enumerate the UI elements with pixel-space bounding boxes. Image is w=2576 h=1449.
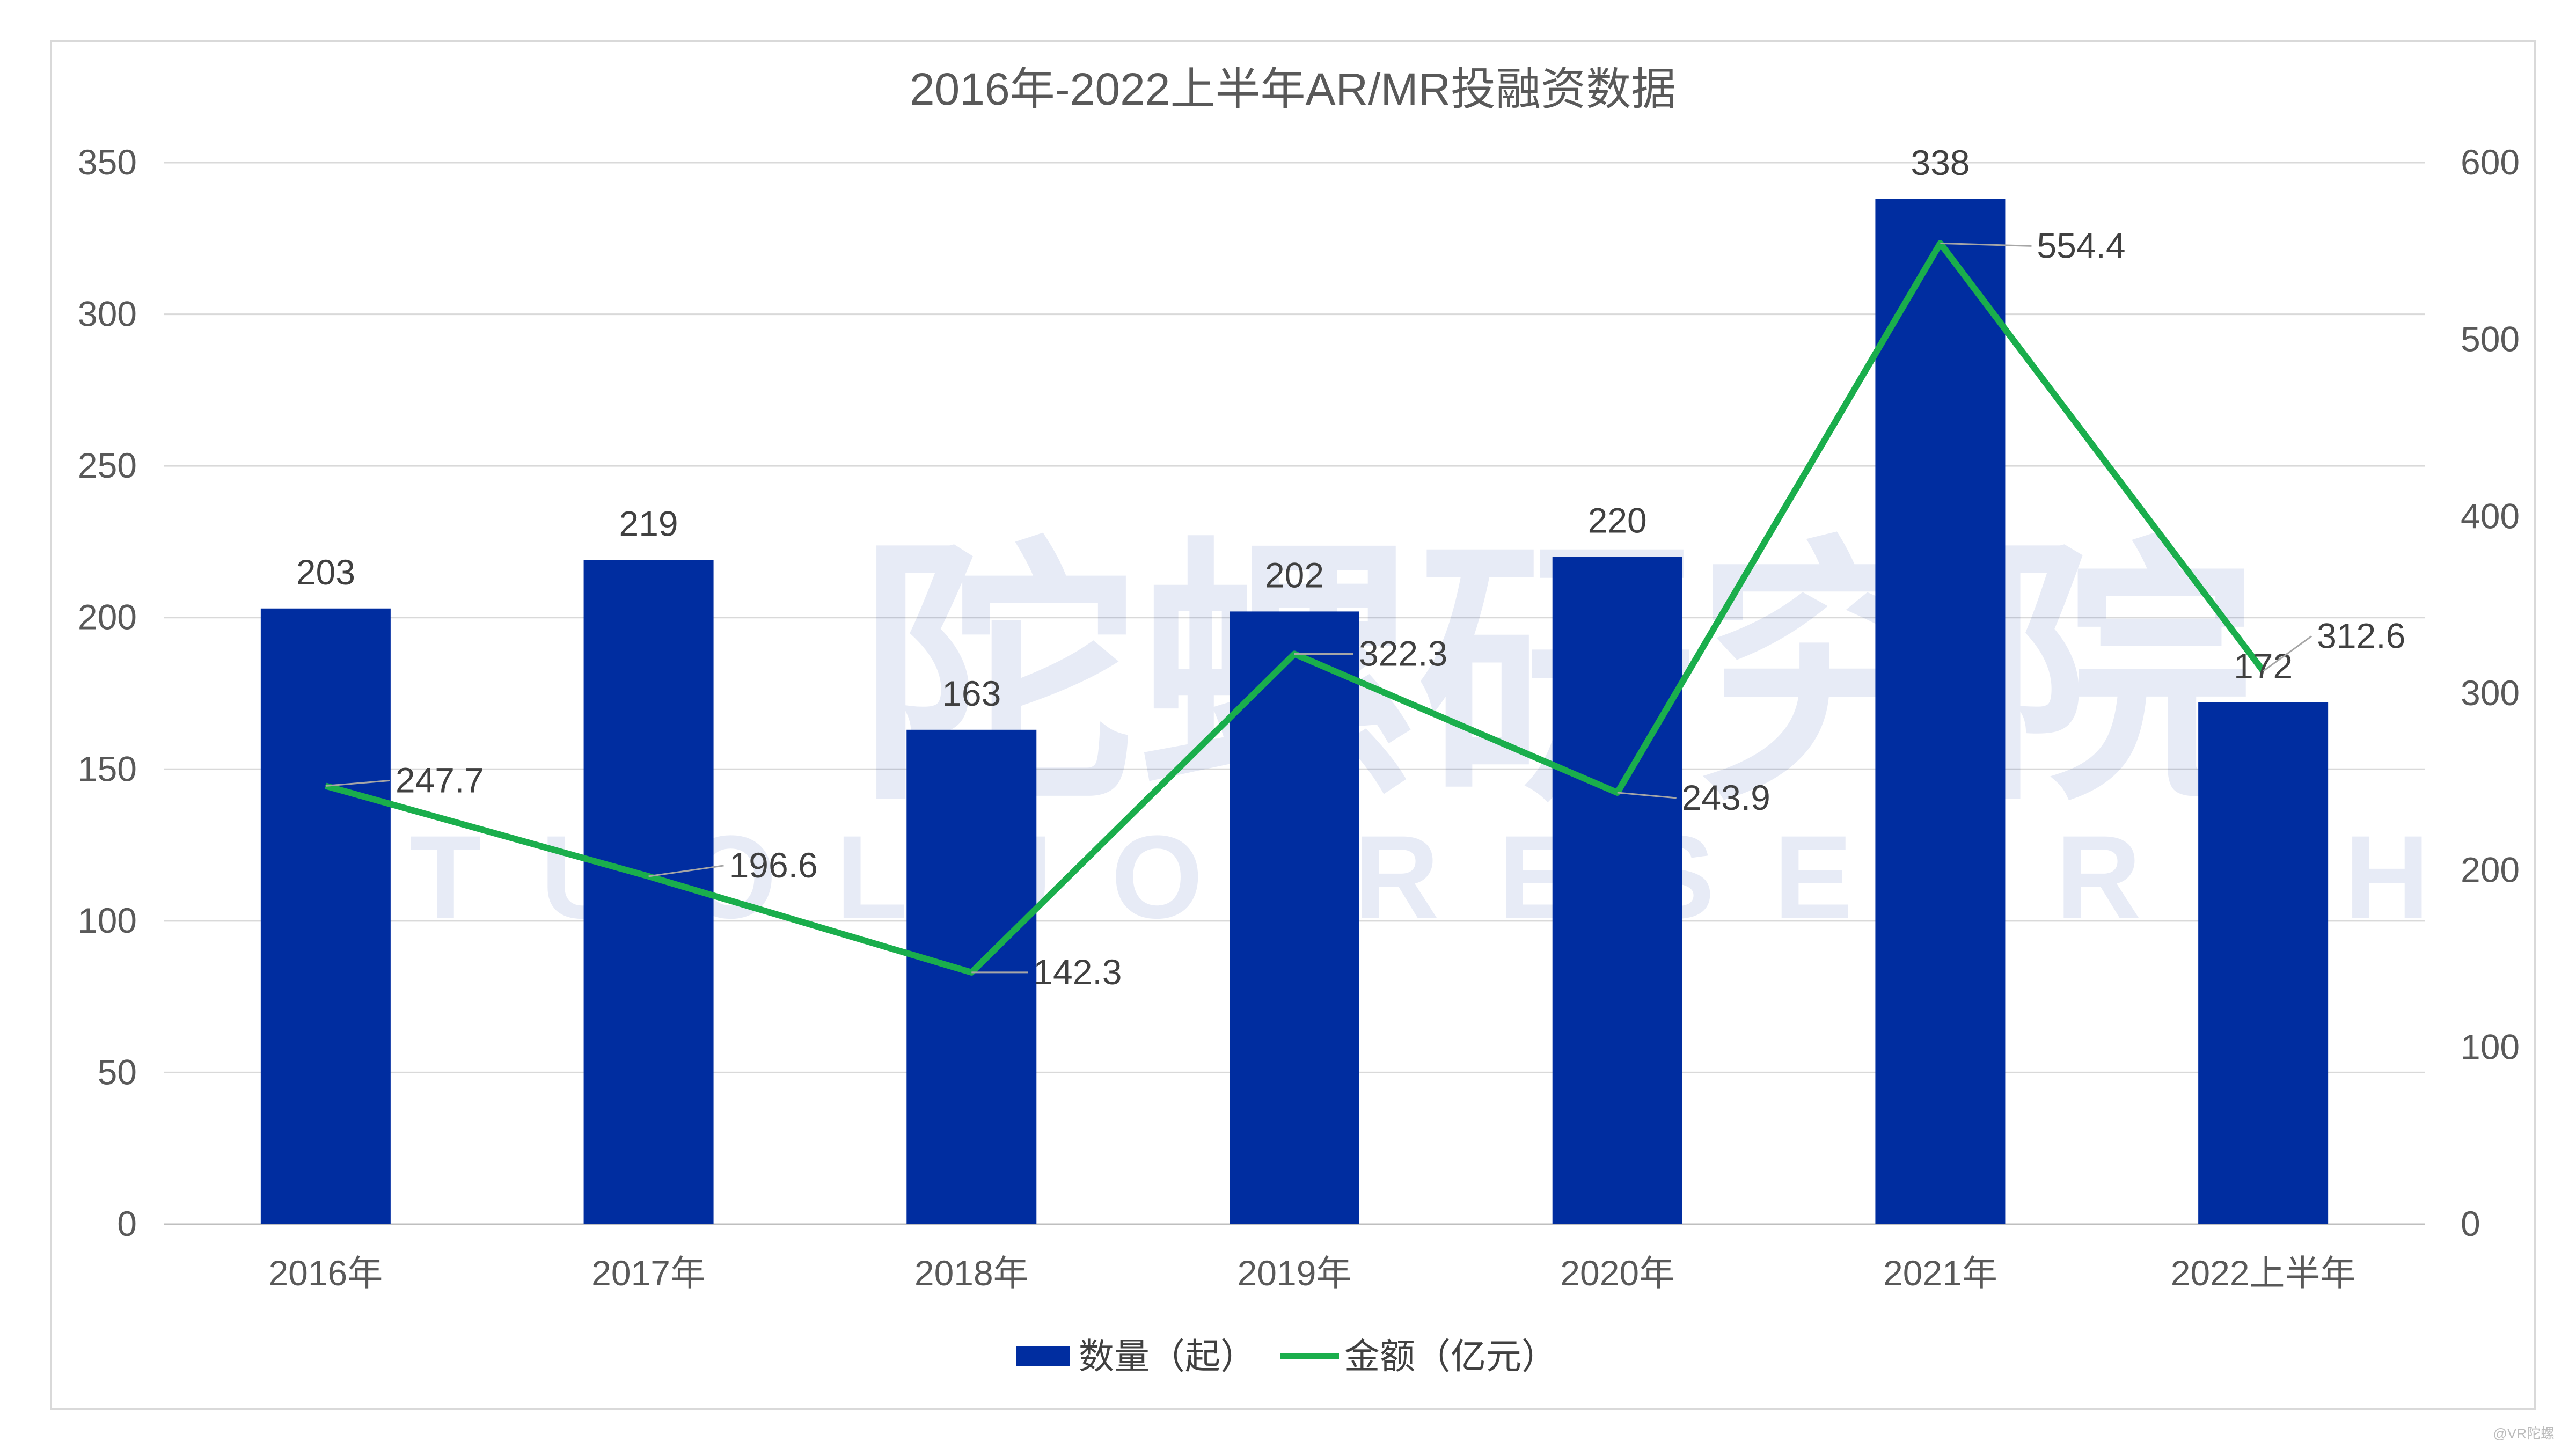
bar-data-label: 220 xyxy=(1588,501,1647,540)
line-data-label: 322.3 xyxy=(1359,633,1447,673)
right-axis-tick-label: 0 xyxy=(2461,1204,2480,1243)
leader-line xyxy=(648,865,724,877)
left-axis-tick-label: 300 xyxy=(78,294,137,334)
right-axis-tick-label: 400 xyxy=(2461,496,2520,536)
x-axis-tick-label: 2020年 xyxy=(1560,1253,1674,1293)
axes: 0 50 100 150 200 250 300 350 0 100 200 300 400 500 600… xyxy=(78,142,2520,1293)
left-axis-tick-label: 350 xyxy=(78,142,137,182)
bar-data-label: 219 xyxy=(619,503,678,543)
x-axis-tick-label: 2018年 xyxy=(914,1253,1029,1293)
bars xyxy=(260,199,2329,1224)
legend: 数量（起） 金额（亿元） xyxy=(1016,1336,1557,1376)
right-axis-tick-label: 100 xyxy=(2461,1027,2520,1066)
left-axis-tick-label: 200 xyxy=(78,597,137,637)
left-axis-tick-label: 100 xyxy=(78,901,137,940)
bar-data-label: 202 xyxy=(1265,555,1324,595)
leader-line xyxy=(1617,792,1677,799)
legend-swatch-bar xyxy=(1016,1346,1070,1366)
legend-label-bar: 数量（起） xyxy=(1079,1336,1256,1376)
x-axis-tick-label: 2022上半年 xyxy=(2171,1253,2356,1293)
bar xyxy=(1875,199,2006,1224)
leader-line xyxy=(325,779,390,787)
x-axis-tick-label: 2019年 xyxy=(1238,1253,1352,1293)
left-axis-tick-label: 50 xyxy=(98,1052,137,1092)
right-axis-tick-label: 300 xyxy=(2461,673,2520,713)
bar-data-label: 172 xyxy=(2234,646,2293,686)
data-labels: 203 219 163 202 220 338 172 247.7 196.6 142.3 322.… xyxy=(296,143,2406,992)
x-axis-tick-label: 2016年 xyxy=(268,1253,383,1293)
line-data-label: 142.3 xyxy=(1033,952,1122,992)
chart-title: 2016年-2022上半年AR/MR投融资数据 xyxy=(910,64,1676,114)
bar xyxy=(1230,611,1359,1224)
line-data-label: 247.7 xyxy=(396,760,484,800)
left-axis-tick-label: 0 xyxy=(117,1204,137,1243)
source-watermark: @VR陀螺 xyxy=(2493,1425,2555,1441)
bar-data-label: 203 xyxy=(296,552,355,592)
x-axis-tick-label: 2017年 xyxy=(591,1253,706,1293)
x-axis-tick-label: 2021年 xyxy=(1883,1253,1997,1293)
bar xyxy=(260,608,391,1224)
watermark-en: TUOLUO RESEARCH xyxy=(409,811,2489,943)
bar xyxy=(2198,702,2329,1224)
right-axis-tick-label: 500 xyxy=(2461,319,2520,359)
line-data-label: 312.6 xyxy=(2317,616,2405,655)
legend-label-line: 金额（亿元） xyxy=(1344,1336,1557,1376)
leader-line xyxy=(2263,635,2312,672)
right-axis-tick-label: 200 xyxy=(2461,850,2520,890)
line-data-label: 243.9 xyxy=(1682,778,1770,817)
bar-data-label: 163 xyxy=(942,674,1001,713)
bar xyxy=(1552,557,1682,1224)
leader-line xyxy=(1940,242,2032,247)
bar-data-label: 338 xyxy=(1911,143,1970,182)
line-data-label: 196.6 xyxy=(729,845,818,885)
left-axis-tick-label: 250 xyxy=(78,445,137,485)
line-data-label: 554.4 xyxy=(2037,225,2125,265)
left-axis-tick-label: 150 xyxy=(78,749,137,788)
bar xyxy=(906,729,1037,1224)
right-axis-tick-label: 600 xyxy=(2461,142,2520,182)
